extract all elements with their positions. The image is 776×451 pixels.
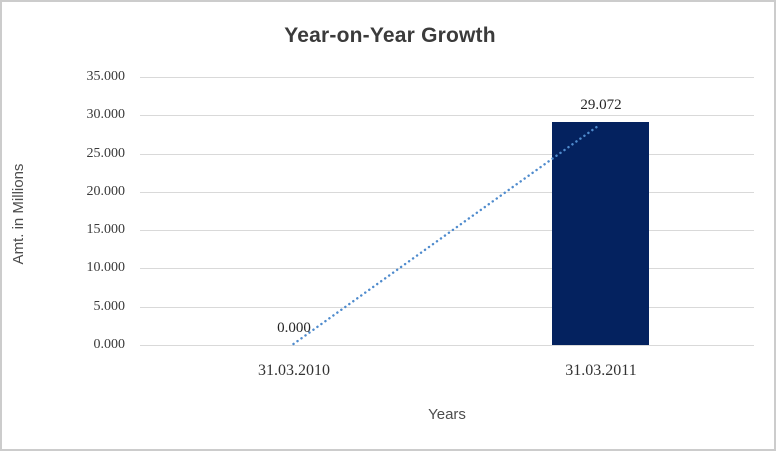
bar-31.03.2011	[552, 122, 649, 345]
y-tick-label: 10.000	[86, 260, 126, 275]
data-label: 0.000	[277, 320, 311, 336]
y-tick-label: 0.000	[93, 337, 126, 352]
y-tick-label: 15.000	[86, 222, 126, 237]
y-tick-label: 25.000	[86, 146, 126, 161]
data-label: 29.072	[580, 97, 622, 113]
plot-area	[140, 77, 754, 346]
gridline	[140, 154, 754, 155]
trend-line	[292, 125, 599, 346]
x-category-label: 31.03.2010	[258, 362, 330, 379]
y-axis-title: Amt. in Millions	[10, 163, 27, 265]
gridline	[140, 345, 754, 346]
x-category-label: 31.03.2011	[565, 362, 637, 379]
gridline	[140, 192, 754, 193]
y-tick-label: 35.000	[86, 69, 126, 84]
y-tick-label: 20.000	[86, 184, 126, 199]
y-tick-label: 30.000	[86, 107, 126, 122]
gridline	[140, 268, 754, 269]
gridline	[140, 230, 754, 231]
gridline	[140, 307, 754, 308]
chart-title: Year-on-Year Growth	[284, 24, 496, 47]
gridline	[140, 115, 754, 116]
x-axis-title: Years	[428, 406, 466, 423]
y-tick-label: 5.000	[93, 299, 126, 314]
gridline	[140, 77, 754, 78]
